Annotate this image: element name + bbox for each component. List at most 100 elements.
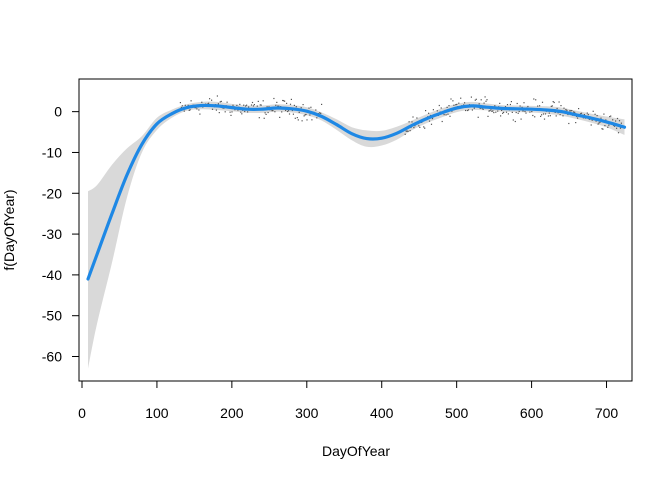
residual-point (449, 115, 451, 117)
residual-point (310, 106, 312, 108)
residual-point (542, 113, 545, 115)
residual-point (540, 115, 542, 117)
residual-point (541, 101, 544, 103)
residual-point (475, 98, 477, 100)
residual-point (529, 111, 531, 113)
residual-point (531, 111, 533, 113)
residual-point (432, 109, 434, 111)
residual-point (522, 110, 524, 112)
residual-point (537, 105, 539, 107)
y-tick-label: -30 (42, 226, 62, 242)
residual-point (229, 111, 231, 113)
residual-point (443, 114, 445, 116)
residual-point (219, 101, 221, 103)
residual-point (514, 120, 516, 123)
residual-point (612, 119, 614, 121)
residual-point (523, 102, 525, 104)
residual-point (617, 132, 620, 134)
residual-point (220, 100, 222, 102)
residual-point (499, 102, 501, 104)
residual-point (407, 130, 409, 132)
residual-point (574, 111, 576, 113)
residual-point (190, 100, 192, 102)
residual-point (234, 109, 236, 111)
residual-point (241, 113, 243, 115)
residual-point (578, 108, 580, 110)
residual-point (224, 111, 226, 113)
residual-point (614, 125, 616, 127)
residual-point (587, 114, 589, 116)
residual-point (463, 104, 465, 106)
residual-point (409, 130, 411, 132)
residual-point (248, 106, 250, 108)
residual-point (458, 102, 460, 104)
residual-point (451, 110, 453, 112)
residual-point (311, 119, 313, 121)
residual-point (217, 103, 219, 105)
residual-point (447, 113, 449, 115)
residual-point (416, 117, 418, 119)
residual-point (455, 104, 457, 106)
residual-point (569, 110, 571, 112)
residual-point (428, 120, 431, 122)
residual-point (211, 99, 213, 101)
residual-point (456, 103, 458, 105)
residual-point (247, 111, 249, 113)
residual-point (274, 111, 276, 113)
residual-point (300, 107, 302, 109)
residual-point (608, 124, 610, 126)
residual-point (520, 118, 522, 120)
residual-point (486, 99, 488, 101)
residual-point (445, 114, 447, 116)
residual-point (547, 115, 549, 117)
residual-point (524, 110, 526, 113)
residual-point (226, 101, 228, 103)
residual-point (594, 113, 596, 115)
x-tick-label: 200 (220, 405, 244, 421)
residual-point (497, 110, 499, 112)
residual-point (550, 105, 552, 107)
residual-point (284, 100, 286, 102)
residual-point (252, 105, 254, 107)
residual-point (506, 104, 509, 106)
residual-point (559, 113, 561, 116)
residual-point (541, 114, 543, 116)
residual-point (196, 108, 198, 110)
residual-point (273, 97, 275, 100)
residual-point (515, 111, 517, 114)
residual-point (288, 113, 291, 115)
residual-point (237, 109, 239, 111)
residual-point (563, 107, 565, 109)
residual-point (404, 133, 406, 135)
residual-point (450, 98, 452, 100)
residual-point (304, 114, 306, 116)
residual-point (309, 114, 311, 116)
partial-residual-points (178, 95, 622, 135)
x-tick-label: 400 (370, 405, 394, 421)
residual-point (485, 100, 487, 102)
y-tick-label: -50 (42, 308, 62, 324)
residual-point (501, 109, 503, 111)
residual-point (425, 110, 427, 112)
residual-point (198, 109, 200, 111)
y-axis-label: f(DayOfYear) (1, 189, 17, 270)
residual-point (287, 110, 290, 112)
residual-point (595, 120, 597, 122)
residual-point (615, 120, 617, 122)
residual-point (184, 104, 186, 106)
residual-point (460, 97, 462, 99)
residual-point (275, 104, 277, 106)
residual-point (180, 106, 182, 109)
residual-point (215, 109, 217, 111)
residual-point (181, 105, 183, 107)
residual-point (495, 111, 497, 113)
residual-point (286, 102, 288, 104)
residual-point (604, 125, 606, 127)
residual-point (560, 105, 562, 107)
y-tick-label: -40 (42, 267, 62, 283)
residual-point (285, 109, 287, 111)
residual-point (493, 112, 495, 114)
residual-point (555, 115, 557, 117)
residual-point (494, 105, 496, 107)
residual-point (411, 121, 413, 123)
